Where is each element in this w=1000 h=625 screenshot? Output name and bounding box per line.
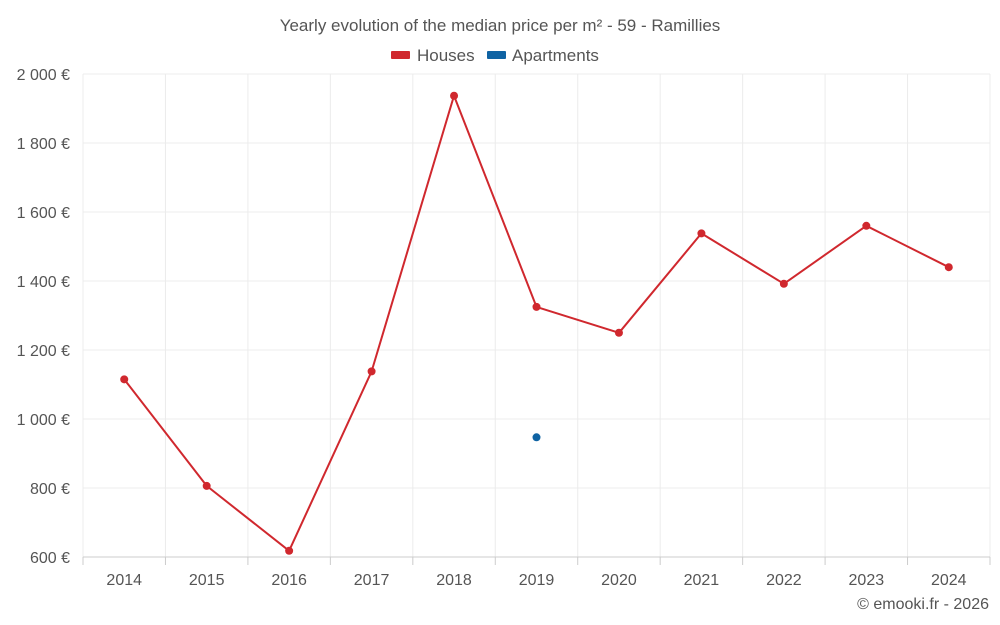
- data-point-houses[interactable]: [532, 302, 541, 311]
- chart-title: Yearly evolution of the median price per…: [280, 16, 721, 35]
- y-tick-label: 1 600 €: [17, 205, 70, 222]
- x-tick-label: 2015: [189, 572, 225, 589]
- y-tick-label: 2 000 €: [17, 67, 70, 84]
- x-tick-label: 2016: [271, 572, 307, 589]
- x-tick-label: 2020: [601, 572, 637, 589]
- y-tick-label: 1 400 €: [17, 274, 70, 291]
- data-point-houses[interactable]: [285, 546, 294, 555]
- data-point-houses[interactable]: [779, 279, 788, 288]
- legend-item-houses[interactable]: Houses: [391, 46, 475, 65]
- y-tick-label: 800 €: [30, 481, 70, 498]
- data-point-houses[interactable]: [450, 91, 459, 100]
- plot-area: [120, 91, 953, 555]
- legend: Houses Apartments: [391, 46, 599, 65]
- legend-item-apartments[interactable]: Apartments: [487, 46, 599, 65]
- x-tick-label: 2019: [519, 572, 555, 589]
- x-tick-label: 2023: [849, 572, 885, 589]
- legend-swatch-apartments: [487, 51, 506, 59]
- data-point-apartments[interactable]: [532, 433, 541, 442]
- y-axis: 600 € 800 € 1 000 € 1 200 € 1 400 € 1 600 € 1 …: [17, 67, 70, 567]
- legend-swatch-houses: [391, 51, 410, 59]
- x-tick-label: 2024: [931, 572, 967, 589]
- data-point-houses[interactable]: [367, 367, 376, 376]
- data-point-houses[interactable]: [120, 375, 129, 384]
- y-tick-label: 1 000 €: [17, 412, 70, 429]
- x-tick-label: 2021: [684, 572, 720, 589]
- data-point-houses[interactable]: [862, 221, 871, 230]
- data-point-houses[interactable]: [202, 481, 211, 490]
- gridlines: [82, 73, 991, 557]
- data-point-houses[interactable]: [614, 328, 623, 337]
- x-axis: 2014 2015 2016 2017 2018 2019 2020 2021 2022 2023…: [82, 556, 991, 589]
- x-tick-label: 2022: [766, 572, 802, 589]
- credit-text: © emooki.fr - 2026: [857, 596, 989, 613]
- x-tick-label: 2018: [436, 572, 472, 589]
- x-tick-label: 2014: [106, 572, 142, 589]
- data-point-houses[interactable]: [697, 229, 706, 238]
- legend-label-houses: Houses: [417, 46, 475, 65]
- x-tick-label: 2017: [354, 572, 390, 589]
- data-point-houses[interactable]: [944, 263, 953, 272]
- y-tick-label: 1 800 €: [17, 136, 70, 153]
- legend-label-apartments: Apartments: [512, 46, 599, 65]
- y-tick-label: 1 200 €: [17, 343, 70, 360]
- y-tick-label: 600 €: [30, 550, 70, 567]
